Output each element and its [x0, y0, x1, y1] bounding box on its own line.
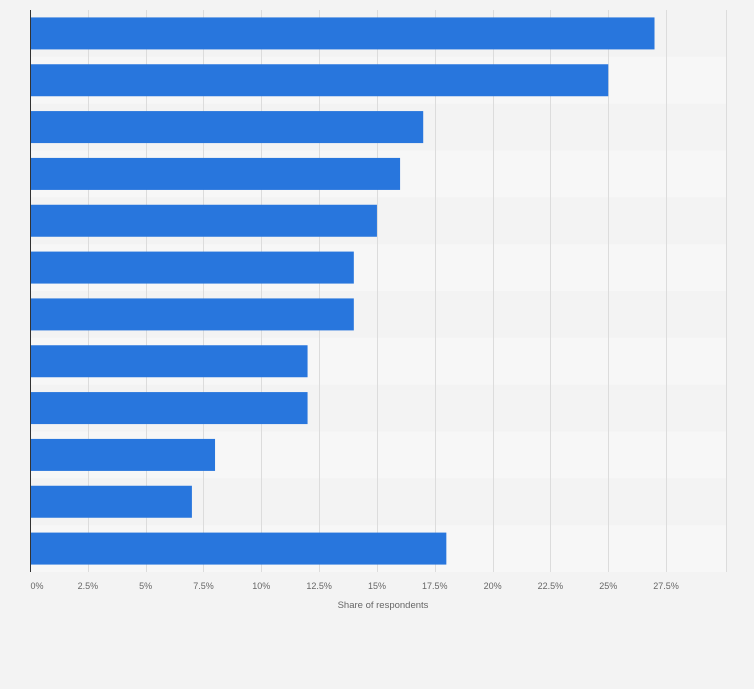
bar	[30, 532, 447, 565]
gridlines	[88, 10, 727, 572]
bar	[30, 251, 354, 284]
bar	[30, 17, 655, 50]
bar	[30, 345, 308, 378]
x-tick-label: 10%	[252, 581, 270, 591]
x-tick-label: 5%	[139, 581, 152, 591]
x-tick-label: 7.5%	[193, 581, 214, 591]
x-tick-labels: 0% 2.5% 5% 7.5% 10% 12.5% 15% 17.5% 20% 22.5% 25% 2…	[30, 581, 678, 591]
bar	[30, 204, 377, 237]
bars	[30, 17, 655, 565]
x-tick-label: 2.5%	[78, 581, 99, 591]
x-tick-label: 20%	[484, 581, 502, 591]
bar	[30, 392, 308, 425]
bar	[30, 157, 401, 190]
x-axis-title: Share of respondents	[338, 600, 429, 611]
bar	[30, 438, 216, 471]
x-tick-label: 25%	[599, 581, 617, 591]
bar	[30, 64, 609, 97]
x-tick-label: 22.5%	[538, 581, 564, 591]
x-tick-label: 0%	[30, 581, 43, 591]
x-tick-label: 17.5%	[422, 581, 448, 591]
bar	[30, 111, 424, 144]
bar	[30, 298, 354, 331]
x-tick-label: 27.5%	[653, 581, 679, 591]
x-tick-label: 15%	[368, 581, 386, 591]
bar	[30, 485, 192, 518]
x-tick-label: 12.5%	[306, 581, 332, 591]
